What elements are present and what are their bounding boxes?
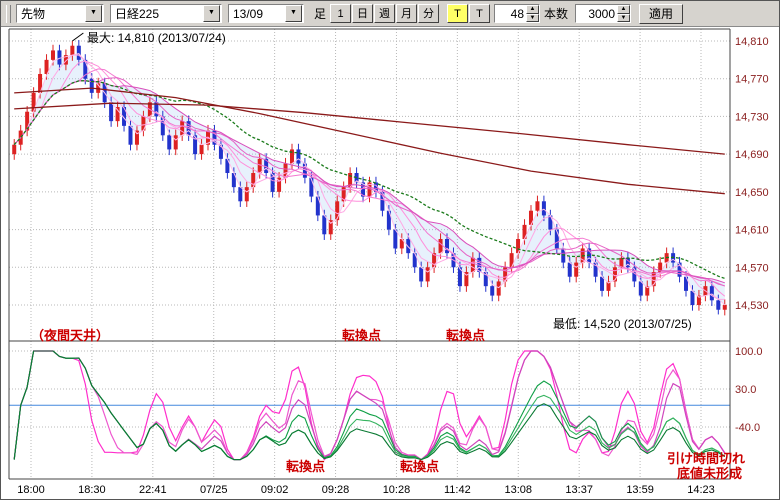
spin-down-icon[interactable]: ▼ bbox=[526, 13, 540, 22]
bars-count-value: 3000 bbox=[588, 7, 616, 21]
symbol-select[interactable]: 日経225 ▼ bbox=[110, 4, 222, 23]
symbol-value: 日経225 bbox=[115, 7, 160, 21]
svg-text:14,770: 14,770 bbox=[735, 74, 769, 86]
turning-point-annotation-1: 転換点 bbox=[342, 328, 382, 343]
toolbar: 先物 ▼ 日経225 ▼ 13/09 ▼ 足 1 日 週 月 分 T T 48 … bbox=[1, 1, 779, 27]
bars-count-label: 本数 bbox=[544, 7, 569, 21]
spinner-arrows: ▲ ▼ bbox=[526, 5, 540, 22]
svg-text:10:28: 10:28 bbox=[383, 484, 411, 496]
bars-count-spinner[interactable]: 3000 ▲ ▼ bbox=[575, 4, 632, 23]
period-1-button[interactable]: 1 bbox=[330, 4, 352, 23]
chevron-down-icon[interactable]: ▼ bbox=[85, 5, 102, 22]
svg-text:14,530: 14,530 bbox=[735, 300, 769, 312]
night-ceiling-annotation: （夜間天井） bbox=[31, 328, 110, 343]
tick-interval-value: 48 bbox=[510, 7, 525, 21]
spinner-arrows: ▲ ▼ bbox=[617, 5, 631, 22]
period-week-button[interactable]: 週 bbox=[374, 4, 396, 23]
osc-turning-point-annotation-2: 転換点 bbox=[400, 459, 440, 474]
max-price-annotation: 最大: 14,810 (2013/07/24) bbox=[87, 31, 226, 45]
spin-down-icon[interactable]: ▼ bbox=[617, 13, 631, 22]
period-day-button[interactable]: 日 bbox=[352, 4, 374, 23]
apply-button[interactable]: 適用 bbox=[639, 3, 684, 24]
svg-text:14:23: 14:23 bbox=[687, 484, 715, 496]
period-month-button[interactable]: 月 bbox=[396, 4, 418, 23]
chevron-down-icon[interactable]: ▼ bbox=[285, 5, 302, 22]
svg-text:14,650: 14,650 bbox=[735, 187, 769, 199]
osc-turning-point-annotation-1: 転換点 bbox=[286, 459, 326, 474]
chevron-down-icon[interactable]: ▼ bbox=[203, 5, 220, 22]
svg-text:-40.0: -40.0 bbox=[735, 422, 760, 434]
svg-text:14,730: 14,730 bbox=[735, 111, 769, 123]
svg-text:30.0: 30.0 bbox=[735, 384, 756, 396]
svg-text:14,610: 14,610 bbox=[735, 225, 769, 237]
svg-text:13:08: 13:08 bbox=[505, 484, 533, 496]
spin-up-icon[interactable]: ▲ bbox=[617, 5, 631, 14]
tick-mode-button-active[interactable]: T bbox=[447, 4, 469, 23]
period-minute-button[interactable]: 分 bbox=[418, 4, 440, 23]
no-bottom-annotation: 底値未形成 bbox=[677, 466, 743, 481]
svg-text:14,570: 14,570 bbox=[735, 262, 769, 274]
close-timeout-annotation: 引け時間切れ bbox=[667, 451, 746, 466]
svg-text:18:00: 18:00 bbox=[17, 484, 45, 496]
svg-text:14,690: 14,690 bbox=[735, 149, 769, 161]
price-chart-canvas[interactable]: 14,810 14,770 14,730 14,690 14,650 14,610 14,5… bbox=[1, 27, 780, 500]
svg-text:100.0: 100.0 bbox=[735, 346, 763, 358]
bar-type-label: 足 bbox=[314, 7, 327, 21]
min-price-annotation: 最低: 14,520 (2013/07/25) bbox=[553, 317, 692, 331]
svg-text:11:42: 11:42 bbox=[444, 484, 471, 496]
svg-text:22:41: 22:41 bbox=[139, 484, 167, 496]
svg-text:09:02: 09:02 bbox=[261, 484, 289, 496]
svg-text:14,810: 14,810 bbox=[735, 36, 769, 48]
tick-interval-spinner[interactable]: 48 ▲ ▼ bbox=[494, 4, 541, 23]
instrument-type-value: 先物 bbox=[21, 7, 46, 21]
svg-text:18:30: 18:30 bbox=[78, 484, 106, 496]
svg-text:13:59: 13:59 bbox=[626, 484, 654, 496]
spin-up-icon[interactable]: ▲ bbox=[526, 5, 540, 14]
contract-month-value: 13/09 bbox=[233, 6, 264, 21]
svg-text:13:37: 13:37 bbox=[565, 484, 593, 496]
instrument-type-select[interactable]: 先物 ▼ bbox=[16, 4, 104, 23]
contract-month-select[interactable]: 13/09 ▼ bbox=[228, 4, 304, 23]
toolbar-grip[interactable] bbox=[6, 4, 11, 23]
tick-mode-button[interactable]: T bbox=[469, 4, 491, 23]
svg-text:07/25: 07/25 bbox=[200, 484, 228, 496]
turning-point-annotation-2: 転換点 bbox=[446, 328, 486, 343]
svg-text:09:28: 09:28 bbox=[322, 484, 350, 496]
